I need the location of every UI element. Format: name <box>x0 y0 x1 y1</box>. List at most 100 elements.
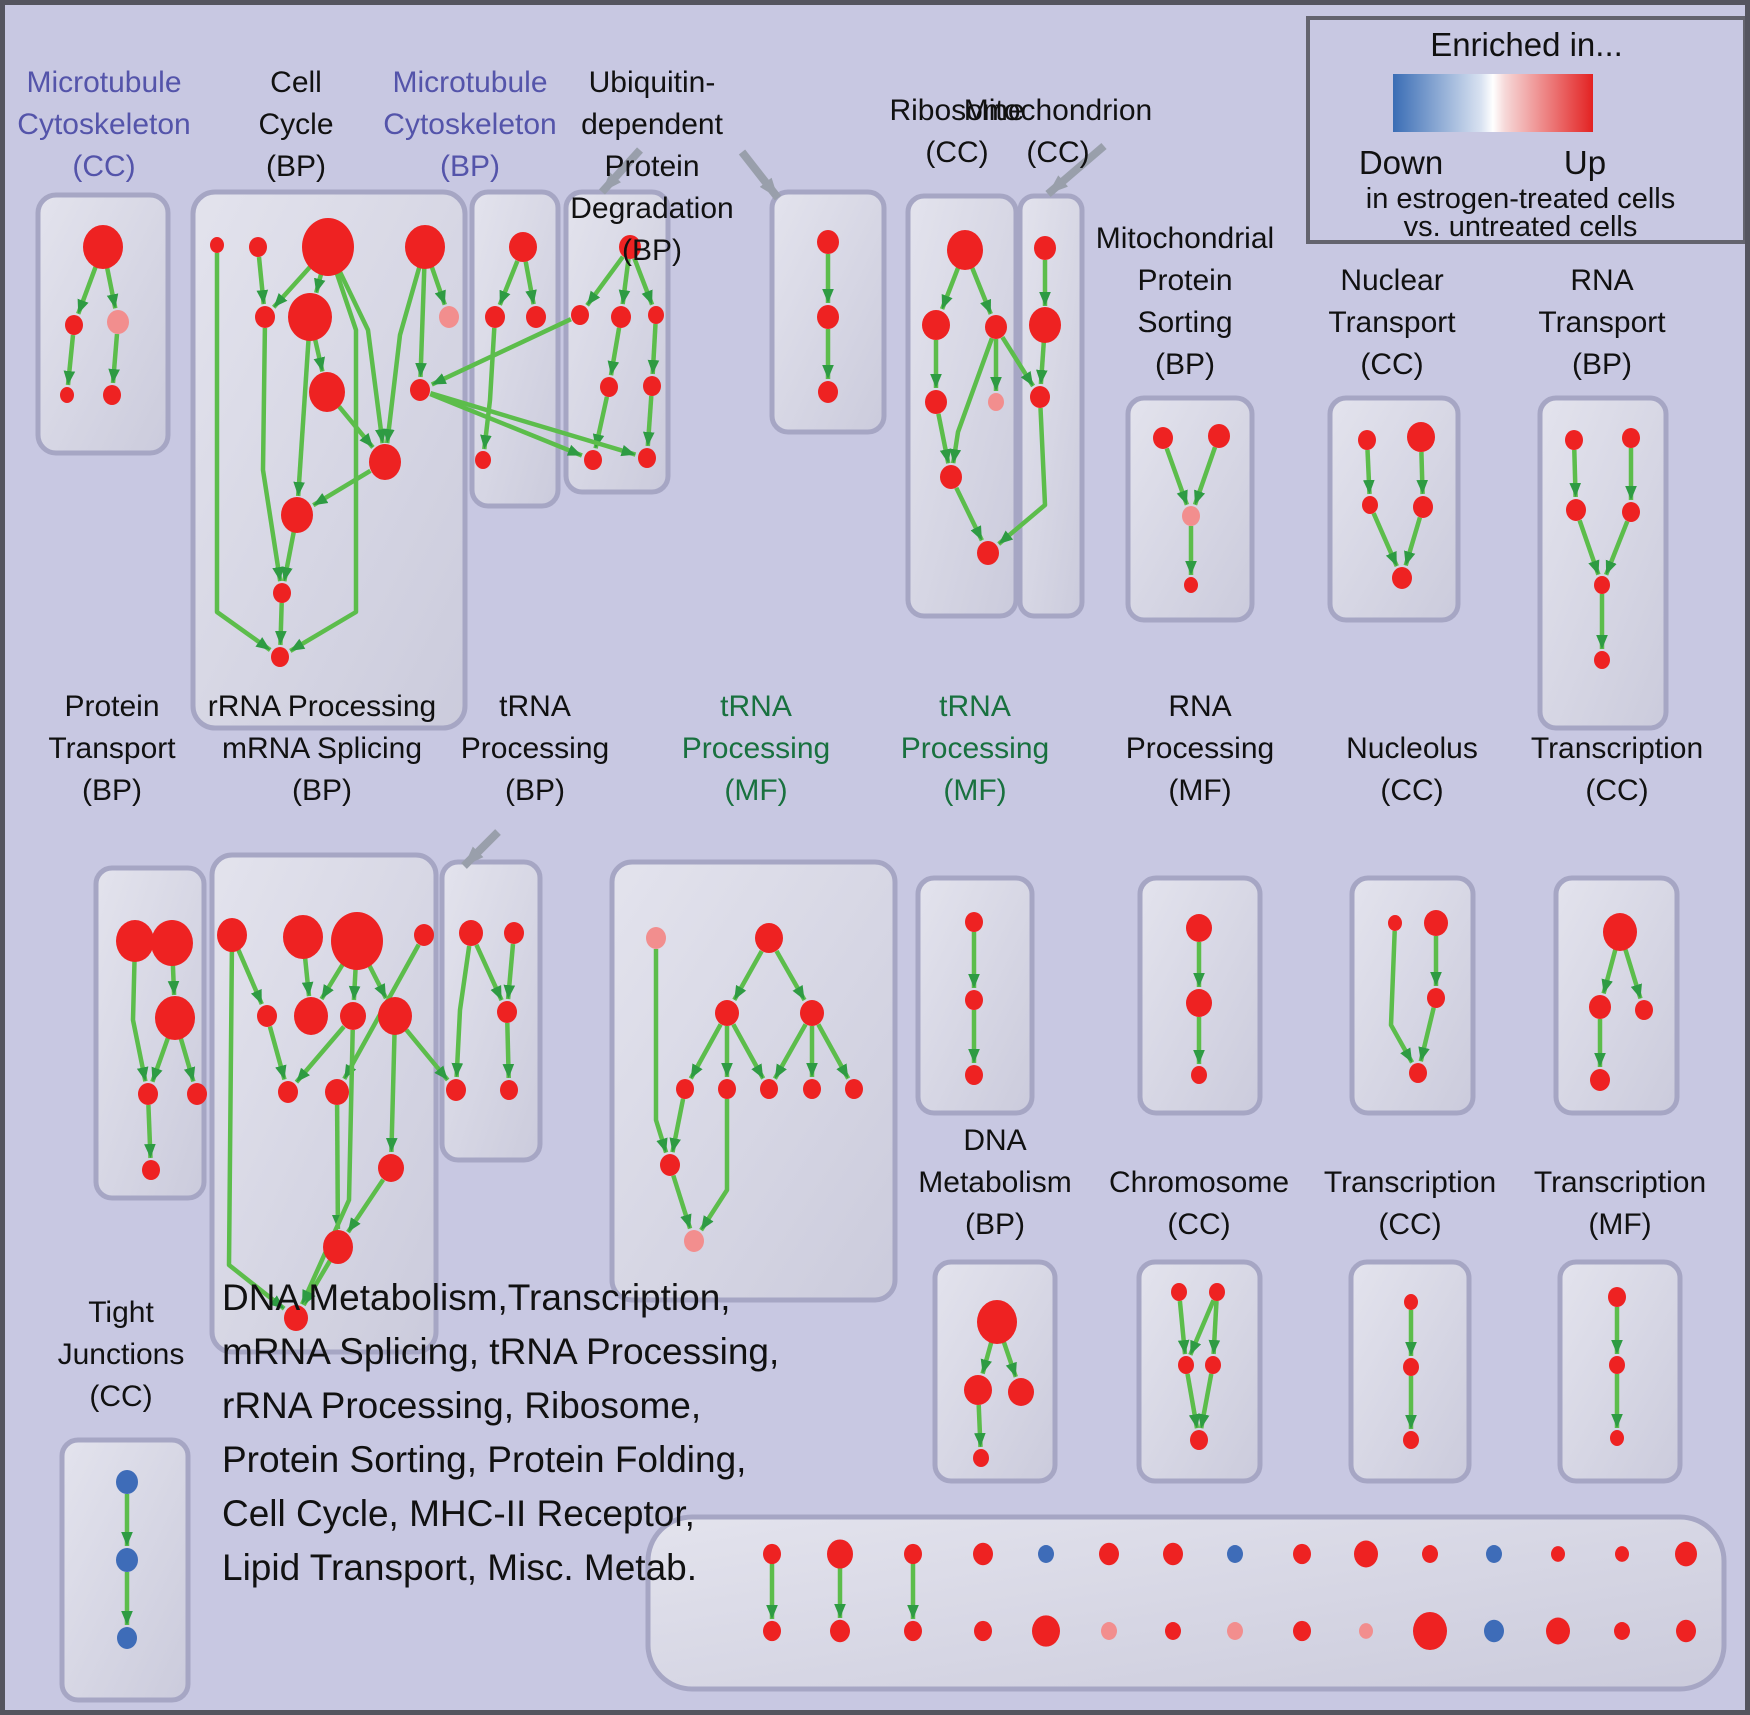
edge-rrna <box>331 1104 344 1230</box>
edge-trnabp <box>474 943 504 1002</box>
cluster-label-chromosome: Chromosome (CC) <box>1109 1166 1289 1241</box>
go-term-node-misc-top-10 <box>1354 1540 1378 1568</box>
go-term-node-misc-bottom-7 <box>1165 1622 1181 1640</box>
go-term-node-uba-m2 <box>611 306 631 328</box>
go-term-node-misc-bottom-4 <box>974 1620 992 1642</box>
edge-trnabp <box>451 945 472 1078</box>
label-pointer-arrow-1 <box>599 147 643 195</box>
go-term-node-tmfb-m8 <box>803 1079 821 1099</box>
edge-cc <box>275 602 287 646</box>
go-term-node-rt-a <box>1565 430 1583 450</box>
go-term-node-mps-a <box>1153 427 1173 449</box>
go-term-node-cc-n9 <box>410 379 430 401</box>
edge-mbp <box>480 327 497 450</box>
edge-trnabp <box>502 1022 515 1079</box>
edge-uba <box>647 323 660 375</box>
go-term-node-tmfb-m2 <box>755 923 783 953</box>
go-term-node-chrom-tr <box>1209 1283 1225 1301</box>
cluster-label-tight-junctions: Tight Junctions (CC) <box>58 1296 185 1413</box>
go-term-node-mcc-a <box>83 225 123 269</box>
go-term-node-rpmf-b <box>1186 989 1212 1017</box>
edge-cc <box>383 266 422 444</box>
go-term-node-mcc-b <box>65 315 83 335</box>
go-term-node-chrom-bb <box>1190 1430 1208 1450</box>
go-term-node-rrna-r6 <box>294 997 328 1035</box>
go-term-node-rt-f <box>1594 651 1610 669</box>
cross-cluster-edge <box>429 391 637 457</box>
cluster-box-trnabp <box>439 859 543 1163</box>
edge-rrna <box>301 957 314 997</box>
cluster-box-mito <box>1017 193 1085 619</box>
go-term-node-rrna-r8 <box>378 997 412 1035</box>
go-term-node-misc-top-8 <box>1227 1545 1243 1563</box>
go-term-node-misc-bottom-6 <box>1101 1622 1117 1640</box>
edge-cc <box>214 253 272 652</box>
cross-cluster-edge <box>1000 336 1036 388</box>
cluster-label-trna-processing-mf-1: tRNA Processing (MF) <box>682 690 830 807</box>
edge-rib <box>949 337 995 464</box>
summary-note-text: DNA Metabolism,Transcription, mRNA Splici… <box>222 1277 779 1588</box>
go-term-node-misc-top-6 <box>1099 1542 1119 1566</box>
go-term-node-uba-b1 <box>584 450 602 470</box>
edge-uba <box>607 327 622 376</box>
edge-rrna <box>346 1178 386 1234</box>
cluster-label-cell-cycle: Cell Cycle (BP) <box>258 66 333 183</box>
cluster-label-transcription-cc-row3: Transcription (CC) <box>1324 1166 1496 1241</box>
go-term-node-rt-e <box>1594 576 1610 594</box>
go-term-node-mps-b <box>1208 424 1230 448</box>
go-term-node-nt-a <box>1358 430 1376 450</box>
go-term-node-mito-t <box>1034 236 1056 260</box>
go-term-node-misc-bottom-11 <box>1413 1611 1447 1651</box>
legend-title: Enriched in... <box>1430 26 1623 63</box>
go-term-node-rrna-r10 <box>325 1079 349 1105</box>
edge-nuc <box>1418 1007 1436 1062</box>
go-term-node-trnabp-t1 <box>459 920 483 946</box>
edge-tmfb <box>774 949 807 1002</box>
edge-mito <box>1036 341 1048 385</box>
edge-rib <box>954 486 984 542</box>
go-term-node-pt-b <box>151 920 193 966</box>
go-term-node-chrom-tl <box>1171 1283 1187 1301</box>
go-term-node-nt-c <box>1362 496 1378 514</box>
edge-uba <box>632 257 655 306</box>
edge-pt <box>178 1037 196 1083</box>
edge-rt <box>1569 449 1582 498</box>
go-term-node-tmfb-m1 <box>646 927 666 949</box>
edge-rrna <box>300 1029 355 1306</box>
edge-tcca <box>1623 948 1643 1000</box>
go-term-node-trnabp-t5 <box>500 1080 518 1100</box>
cluster-label-mito-protein-sorting: Mitochondrial Protein Sorting (BP) <box>1096 222 1274 381</box>
go-term-node-uba-m3 <box>648 306 664 324</box>
edge-chrom <box>1198 1373 1214 1429</box>
go-term-node-rrna-r2 <box>283 915 323 959</box>
go-term-node-mcc-d <box>60 387 74 403</box>
go-term-node-misc-bottom-2 <box>830 1619 850 1643</box>
go-term-node-nt-e <box>1392 567 1412 589</box>
go-term-node-rib-ml <box>922 310 950 340</box>
go-term-node-rib-mr <box>985 315 1007 339</box>
cluster-box-tcca <box>1553 875 1680 1116</box>
go-term-node-rrna-r7 <box>340 1002 366 1030</box>
go-term-node-tmfb-m11 <box>684 1230 704 1252</box>
edge-uba <box>642 395 655 447</box>
go-term-node-rrna-r5 <box>257 1005 277 1027</box>
cluster-box-rrna <box>209 852 439 1355</box>
edge-uba <box>592 396 610 449</box>
go-term-node-misc-bottom-9 <box>1293 1620 1311 1642</box>
go-term-node-cc-n4 <box>405 225 445 269</box>
cluster-label-nuclear-transport: Nuclear Transport (CC) <box>1328 264 1456 381</box>
cluster-label-rrna-processing: rRNA Processing mRNA Splicing (BP) <box>208 690 436 807</box>
go-term-node-tmfs-b <box>965 990 983 1010</box>
edge-rrna <box>385 1033 398 1153</box>
edge-rrna <box>226 950 286 1311</box>
cluster-label-mcc-cc: Microtubule Cytoskeleton (CC) <box>17 66 190 183</box>
edge-cc <box>289 271 359 653</box>
go-term-node-misc-bottom-3 <box>904 1620 922 1642</box>
cluster-box-mbp <box>469 189 561 509</box>
cluster-label-nucleolus: Nucleolus (CC) <box>1346 732 1478 807</box>
go-term-node-rrna-r1 <box>217 918 247 952</box>
cross-cluster-edge <box>430 317 572 387</box>
go-term-node-tmfb-m10 <box>660 1154 680 1176</box>
edge-nt <box>1371 512 1399 568</box>
edge-dnam <box>980 1341 994 1375</box>
